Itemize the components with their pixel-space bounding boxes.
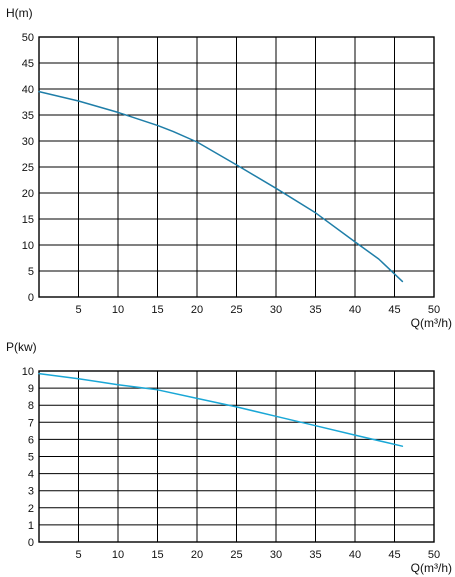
power-plot-frame xyxy=(38,370,435,543)
head-y-axis-title: H(m) xyxy=(6,6,33,20)
head-y-tick-label: 10 xyxy=(22,240,34,252)
power-y-tick-label: 6 xyxy=(28,434,34,446)
power-y-tick-label: 7 xyxy=(28,417,34,429)
power-curve xyxy=(38,372,404,447)
head-y-tick-label: 5 xyxy=(28,266,34,278)
power-x-tick-label: 30 xyxy=(270,549,282,561)
power-y-tick-label: 4 xyxy=(28,469,34,481)
power-y-tick-label: 9 xyxy=(28,383,34,395)
power-x-tick-label: 5 xyxy=(75,549,81,561)
head-x-axis-title: Q(m³/h) xyxy=(411,316,452,330)
head-plot-frame xyxy=(38,36,435,298)
power-x-tick-label: 35 xyxy=(309,549,321,561)
head-x-tick-label: 30 xyxy=(270,304,282,316)
power-y-tick-label: 3 xyxy=(28,486,34,498)
head-y-tick-label: 35 xyxy=(22,110,34,122)
power-y-tick-label: 10 xyxy=(22,366,34,378)
power-y-tick-label: 0 xyxy=(28,537,34,549)
power-x-tick-label: 45 xyxy=(388,549,400,561)
head-y-tick-label: 30 xyxy=(22,136,34,148)
power-x-axis-title: Q(m³/h) xyxy=(411,561,452,575)
power-y-tick-label: 2 xyxy=(28,503,34,515)
head-y-tick-label: 20 xyxy=(22,188,34,200)
head-y-tick-label: 50 xyxy=(22,32,34,44)
head-x-tick-label: 15 xyxy=(151,304,163,316)
head-y-tick-label: 45 xyxy=(22,58,34,70)
power-x-tick-label: 50 xyxy=(428,549,440,561)
power-y-axis-title: P(kw) xyxy=(6,340,37,354)
head-y-tick-label: 25 xyxy=(22,162,34,174)
head-y-tick-label: 15 xyxy=(22,214,34,226)
head-x-tick-label: 35 xyxy=(309,304,321,316)
head-curve xyxy=(38,90,404,283)
head-y-tick-label: 0 xyxy=(28,292,34,304)
power-y-tick-label: 5 xyxy=(28,452,34,464)
power-x-tick-label: 40 xyxy=(349,549,361,561)
power-y-tick-label: 8 xyxy=(28,400,34,412)
power-x-tick-label: 10 xyxy=(112,549,124,561)
head-x-tick-label: 20 xyxy=(191,304,203,316)
head-x-tick-label: 50 xyxy=(428,304,440,316)
power-y-tick-label: 1 xyxy=(28,520,34,532)
power-x-tick-label: 15 xyxy=(151,549,163,561)
head-x-tick-label: 40 xyxy=(349,304,361,316)
head-chart: 5 10 15 20 25 30 35 40 45 50 0 5 10 15 20 25 30 35 40 45 50 H… xyxy=(6,6,452,330)
power-x-tick-label: 25 xyxy=(230,549,242,561)
power-x-tick-label: 20 xyxy=(191,549,203,561)
head-x-tick-label: 25 xyxy=(230,304,242,316)
head-y-tick-label: 40 xyxy=(22,84,34,96)
head-x-tick-label: 45 xyxy=(388,304,400,316)
head-x-tick-label: 10 xyxy=(112,304,124,316)
power-chart: 5 10 15 20 25 30 35 40 45 50012345678910P(kw)Q(m³… xyxy=(6,340,452,575)
head-x-tick-label: 5 xyxy=(75,304,81,316)
